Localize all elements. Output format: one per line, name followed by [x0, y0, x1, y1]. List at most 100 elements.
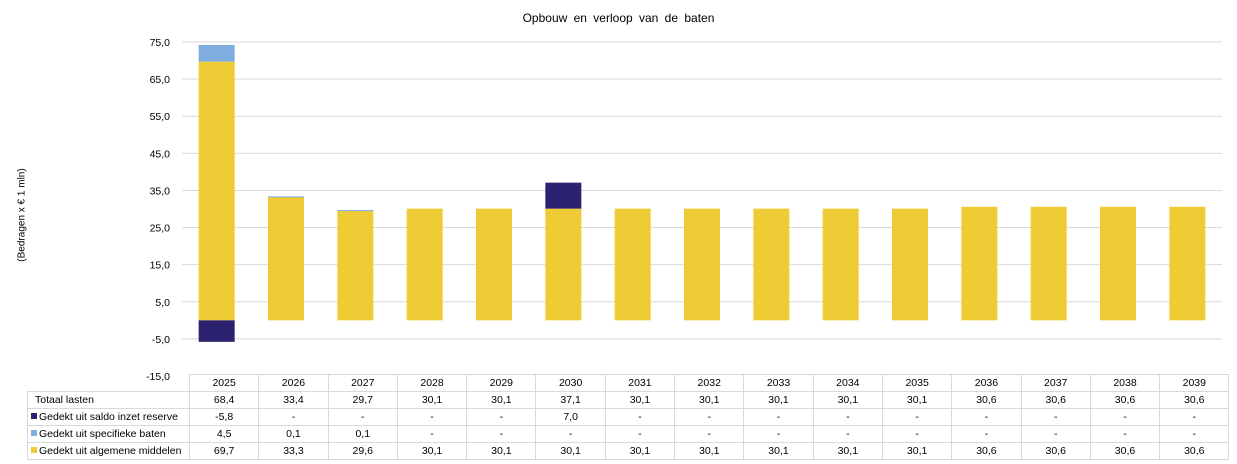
legend-label: Gedekt uit saldo inzet reserve: [39, 411, 178, 423]
x-tick-label: 2036: [951, 374, 1022, 392]
x-tick-label: 2028: [396, 374, 468, 392]
bar-2034-series-2: [822, 208, 859, 321]
data-label: -: [535, 425, 606, 443]
data-label: -: [881, 425, 953, 443]
bar-2027-series-2: [337, 210, 374, 321]
data-label: 30,1: [466, 391, 537, 409]
legend-label: Gedekt uit specifieke baten: [39, 428, 166, 440]
data-label: 30,1: [881, 442, 953, 460]
data-label: 30,1: [535, 442, 606, 460]
x-tick-label: 2032: [674, 374, 745, 392]
x-tick-label: 2029: [466, 374, 537, 392]
data-label: 29,6: [327, 442, 398, 460]
x-tick-label: 2039: [1159, 374, 1230, 392]
bar-2039-series-2: [1169, 206, 1206, 321]
data-label: 30,1: [604, 442, 676, 460]
data-label: -: [1089, 408, 1161, 426]
bar-2036-series-2: [961, 206, 998, 321]
y-tick-label: 25,0: [150, 223, 171, 235]
data-label: -: [396, 408, 468, 426]
row-label: Gedekt uit saldo inzet reserve: [27, 408, 190, 426]
x-tick-label: 2035: [881, 374, 953, 392]
data-label: 30,6: [1089, 391, 1161, 409]
data-label: -: [604, 425, 676, 443]
data-label: 30,6: [1159, 442, 1230, 460]
data-label: 30,1: [674, 442, 745, 460]
data-label: 30,6: [951, 442, 1022, 460]
x-tick-label: 2026: [258, 374, 329, 392]
x-tick-label: 2030: [535, 374, 606, 392]
data-label: 0,1: [258, 425, 329, 443]
table-row: Gedekt uit algemene middelen 69,7 33,3 29,6…: [27, 442, 1230, 460]
bar-2032-series-2: [684, 208, 720, 321]
data-label: 37,1: [535, 391, 606, 409]
legend-label: Gedekt uit algemene middelen: [39, 445, 182, 457]
data-label: 30,1: [743, 442, 814, 460]
table-corner: [27, 374, 190, 392]
data-label: 30,1: [604, 391, 676, 409]
bar-2030-series-0: [545, 182, 582, 209]
data-label: 0,1: [327, 425, 398, 443]
data-label: -: [258, 408, 329, 426]
data-label: 29,7: [327, 391, 398, 409]
data-label: 69,7: [188, 442, 260, 460]
data-label: -: [604, 408, 676, 426]
y-tick-label: 15,0: [150, 260, 171, 272]
bar-2030-series-2: [545, 208, 582, 321]
legend-label: Totaal lasten: [35, 394, 94, 406]
data-label: 68,4: [188, 391, 260, 409]
row-label: Gedekt uit specifieke baten: [27, 425, 190, 443]
data-label: -: [327, 408, 398, 426]
x-tick-label: 2025: [188, 374, 260, 392]
bar-2025-series-1: [198, 44, 235, 62]
data-label: 7,0: [535, 408, 606, 426]
data-label: -: [1159, 425, 1230, 443]
data-label: -: [951, 425, 1022, 443]
bar-2025-series-0: [198, 320, 235, 342]
data-label: -: [951, 408, 1022, 426]
x-tick-label: 2033: [743, 374, 814, 392]
data-table: 2025 2026 2027 2028 2029 2030 2031 2032 2033 2034…: [27, 374, 1230, 460]
data-label: 30,1: [466, 442, 537, 460]
data-label: 4,5: [188, 425, 260, 443]
y-tick-label: 35,0: [150, 185, 171, 197]
data-label: 30,1: [812, 391, 883, 409]
y-tick-label: 45,0: [150, 148, 171, 160]
legend-swatch: [31, 430, 37, 436]
bar-2026-series-1: [268, 196, 304, 198]
x-tick-label: 2038: [1089, 374, 1161, 392]
data-label: 30,1: [881, 391, 953, 409]
data-label: -: [1159, 408, 1230, 426]
data-label: 30,6: [1089, 442, 1161, 460]
data-label: 30,1: [396, 442, 468, 460]
data-label: -: [674, 425, 745, 443]
y-tick-label: 55,0: [150, 111, 171, 123]
table-row: Gedekt uit specifieke baten 4,5 0,1 0,1- - - -…: [27, 425, 1230, 443]
data-label: 30,1: [812, 442, 883, 460]
data-label: -: [812, 408, 883, 426]
bar-2027-series-1: [337, 210, 374, 212]
data-label: -: [881, 408, 953, 426]
bar-2028-series-2: [406, 208, 443, 321]
row-label: Gedekt uit algemene middelen: [27, 442, 190, 460]
data-label: -: [1020, 408, 1091, 426]
chart-title: Opbouw en verloop van de baten: [522, 11, 715, 25]
x-tick-label: 2027: [327, 374, 398, 392]
bar-2035-series-2: [892, 208, 928, 321]
bar-2026-series-2: [268, 196, 304, 321]
x-tick-label: 2031: [604, 374, 676, 392]
bar-2025-series-2: [198, 61, 235, 321]
data-label: -: [743, 425, 814, 443]
table-row: Gedekt uit saldo inzet reserve -5,8- - - -7,…: [27, 408, 1230, 426]
data-label: -: [466, 408, 537, 426]
data-label: -: [812, 425, 883, 443]
data-label: 30,6: [951, 391, 1022, 409]
legend-swatch: [31, 447, 37, 453]
data-label: -: [1089, 425, 1161, 443]
row-label: Totaal lasten: [27, 391, 190, 409]
bar-2037-series-2: [1030, 206, 1067, 321]
data-label: 30,1: [396, 391, 468, 409]
y-tick-label: 65,0: [150, 74, 171, 86]
